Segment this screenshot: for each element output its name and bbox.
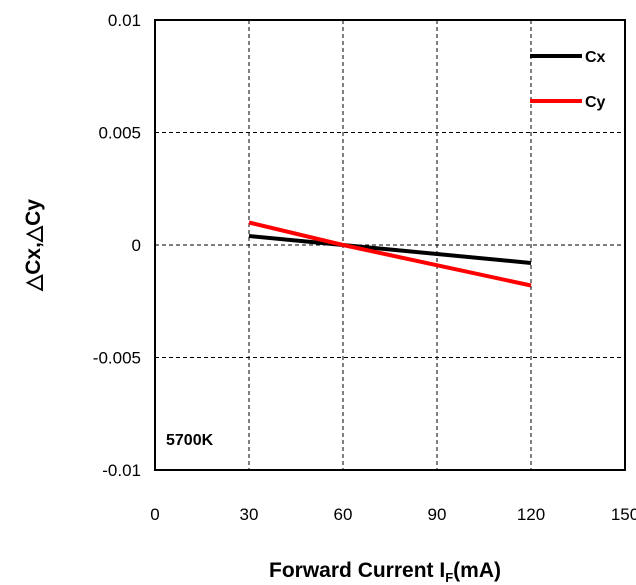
legend-label-cy: Cy <box>585 94 606 111</box>
y-tick-label: 0.005 <box>98 124 141 143</box>
grid <box>155 20 625 470</box>
legend-label-cx: Cx <box>585 49 606 66</box>
series-lines <box>248 220 532 288</box>
x-axis-title-subscript: F <box>445 570 453 585</box>
x-tick-label: 120 <box>517 505 545 524</box>
x-tick-label: 90 <box>428 505 447 524</box>
y-axis-title: △Cx,△Cy <box>22 199 45 292</box>
x-tick-label: 0 <box>150 505 159 524</box>
y-tick-label: 0 <box>132 236 141 255</box>
y-tick-label: -0.01 <box>102 461 141 480</box>
plot-area-border <box>154 19 626 471</box>
series-line-cy <box>248 220 532 288</box>
x-tick-label: 30 <box>240 505 259 524</box>
legend: Cx Cy <box>530 49 606 111</box>
y-tick-label: -0.005 <box>93 349 141 368</box>
x-axis-title-main: Forward Current I <box>269 559 445 582</box>
x-axis-tick-labels: 0 30 60 90 120 150 <box>150 505 636 524</box>
x-tick-label: 150 <box>611 505 636 524</box>
y-axis-tick-labels: -0.01 -0.005 0 0.005 0.01 <box>93 11 141 480</box>
annotation-5700k: 5700K <box>166 432 214 449</box>
y-tick-label: 0.01 <box>108 11 141 30</box>
x-axis-title: Forward Current IF(mA) <box>269 559 501 585</box>
x-tick-label: 60 <box>334 505 353 524</box>
x-axis-title-unit: (mA) <box>453 559 501 582</box>
series-line-cx <box>248 234 532 265</box>
